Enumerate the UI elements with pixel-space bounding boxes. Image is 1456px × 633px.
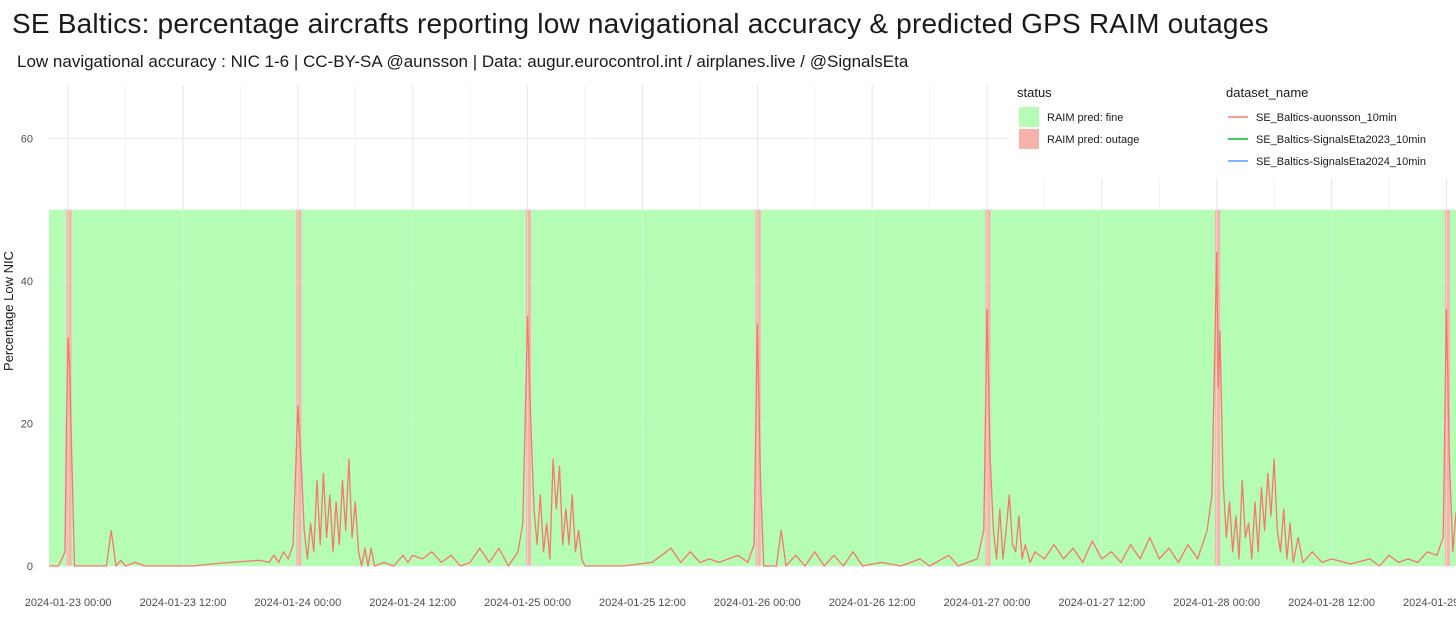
x-tick-label: 2024-01-23 00:00: [25, 597, 112, 609]
status-band-outage: [525, 209, 531, 566]
legend-status-key: [1019, 107, 1039, 127]
legend-dataset-label: SE_Baltics-auonsson_10min: [1256, 112, 1397, 124]
legend: status RAIM pred: fine RAIM pred: outage da…: [1006, 80, 1456, 178]
x-tick-label: 2024-01-27 00:00: [944, 597, 1031, 609]
legend-status-label: RAIM pred: outage: [1047, 134, 1139, 146]
status-bands: [49, 209, 1456, 566]
status-band-outage: [1215, 209, 1221, 566]
x-tick-label: 2024-01-26 00:00: [714, 597, 801, 609]
x-tick-label: 2024-01-25 00:00: [484, 597, 571, 609]
status-band-outage: [985, 209, 991, 566]
x-tick-label: 2024-01-26 12:00: [829, 597, 916, 609]
x-tick-label: 2024-01-24 00:00: [254, 597, 341, 609]
legend-dataset-label: SE_Baltics-SignalsEta2023_10min: [1256, 134, 1426, 146]
legend-dataset-title: dataset_name: [1226, 85, 1308, 100]
status-band-outage: [66, 209, 72, 566]
legend-status-key: [1019, 129, 1039, 149]
y-tick-label: 40: [21, 276, 33, 288]
status-band-outage: [296, 209, 302, 566]
legend-dataset-label: SE_Baltics-SignalsEta2024_10min: [1256, 156, 1426, 168]
legend-status-title: status: [1017, 85, 1052, 100]
series-lines: [49, 251, 1456, 567]
axes: 0 20 40 60 2024-01-23 00:00 2024-01-23 12:00 2…: [1, 134, 1456, 610]
x-tick-label: 2024-01-28 00:00: [1173, 597, 1260, 609]
series-line-0: [49, 251, 1456, 567]
x-tick-label: 2024-01-23 12:00: [140, 597, 227, 609]
y-tick-label: 20: [21, 419, 33, 431]
x-tick-label: 2024-01-25 12:00: [599, 597, 686, 609]
x-tick-label: 2024-01-29 00:00: [1403, 597, 1456, 609]
y-axis-label: Percentage Low NIC: [1, 251, 16, 371]
chart-subtitle: Low navigational accuracy : NIC 1-6 | CC…: [17, 52, 909, 71]
x-tick-label: 2024-01-27 12:00: [1058, 597, 1145, 609]
y-tick-label: 0: [27, 561, 33, 573]
status-band-fine: [49, 209, 1456, 566]
y-tick-label: 60: [21, 134, 33, 146]
x-tick-label: 2024-01-28 12:00: [1288, 597, 1375, 609]
chart-title: SE Baltics: percentage aircrafts reporti…: [12, 8, 1269, 39]
legend-status-label: RAIM pred: fine: [1047, 112, 1123, 124]
x-tick-label: 2024-01-24 12:00: [369, 597, 456, 609]
status-band-outage: [1444, 209, 1450, 566]
